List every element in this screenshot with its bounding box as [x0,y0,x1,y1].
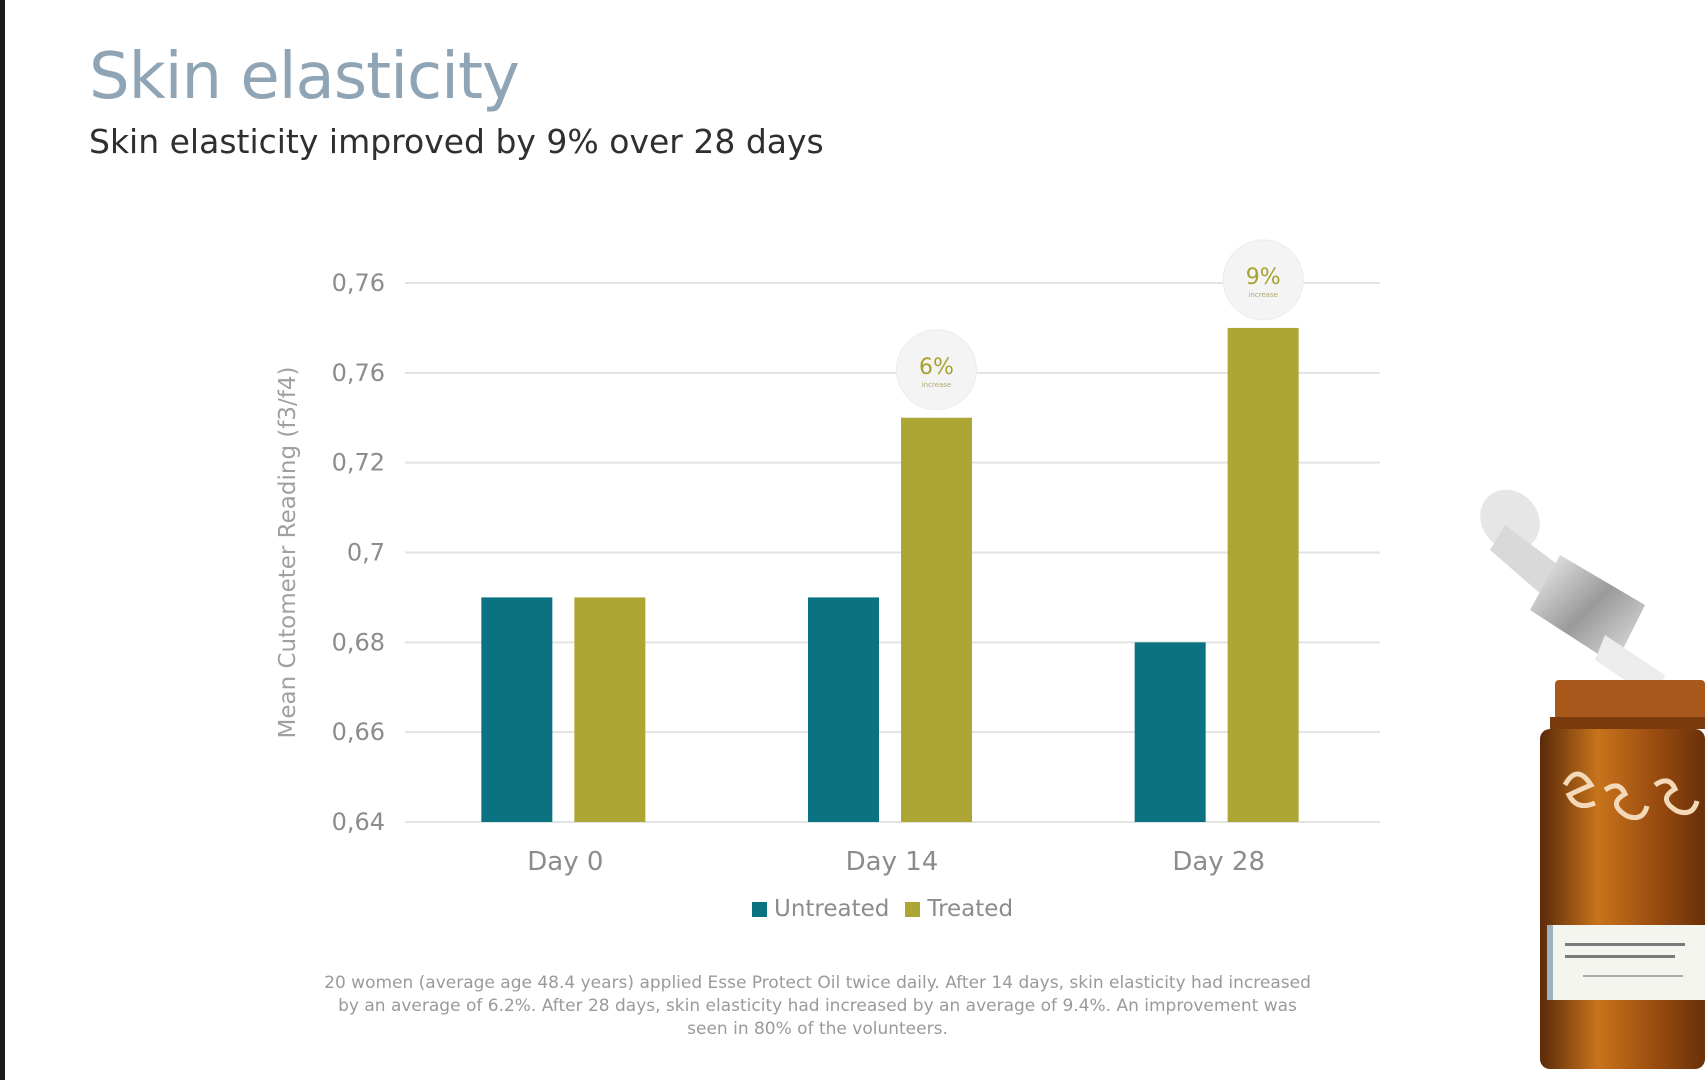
legend-item-untreated: Untreated [752,896,889,922]
product-image [1465,485,1705,1080]
y-tick-label: 0,72 [332,449,385,477]
bar-treated [1227,327,1299,822]
increase-badge-caption: increase [922,381,952,389]
slide-subtitle: Skin elasticity improved by 9% over 28 d… [89,122,824,161]
left-edge-strip [0,0,5,1080]
legend-label-treated: Treated [927,896,1014,922]
chart-legend: Untreated Treated [752,896,1029,922]
bar-treated [574,597,646,822]
bar-treated [901,417,972,822]
bar-untreated [481,597,553,822]
legend-swatch-treated [905,901,921,917]
legend-swatch-untreated [752,901,767,917]
y-axis-title: Mean Cutometer Reading (f3/f4) [275,366,301,738]
y-tick-label: 0,68 [332,628,385,656]
x-tick-label: Day 0 [527,847,603,877]
increase-badge-value: 6% [919,355,954,380]
y-tick-label: 0,64 [332,808,385,836]
increase-badge [896,329,977,411]
y-tick-label: 0,76 [332,359,385,387]
slide-title: Skin elasticity [89,40,520,114]
y-tick-label: 0,76 [332,269,385,297]
study-footnote: 20 women (average age 48.4 years) applie… [324,973,1311,1039]
x-tick-label: Day 14 [846,847,939,877]
esse-oil-bottle-picture [1480,489,1705,1069]
legend-item-treated: Treated [905,896,1013,922]
bar-untreated [1134,642,1206,822]
x-tick-label: Day 28 [1172,847,1265,877]
increase-badge [1222,239,1304,321]
y-tick-label: 0,66 [332,718,385,746]
bar-untreated [808,597,879,822]
increase-badge-value: 9% [1246,265,1281,290]
legend-label-untreated: Untreated [774,896,890,922]
increase-badge-caption: increase [1248,291,1278,299]
y-tick-label: 0,7 [347,539,385,567]
